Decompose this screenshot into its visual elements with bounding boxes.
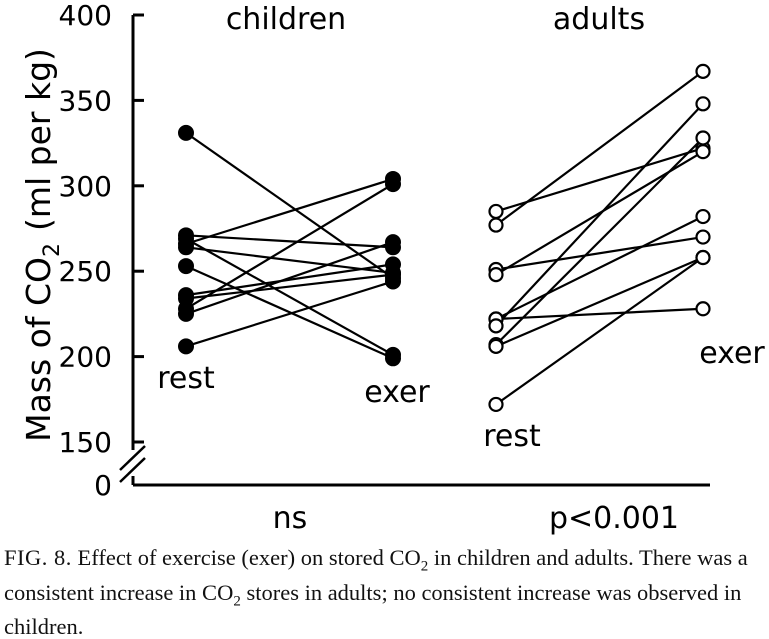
subject-line <box>496 258 703 405</box>
y-axis-title-main: Mass of CO <box>19 257 58 442</box>
point-exer <box>386 274 401 289</box>
y-tick-label: 400 <box>59 0 112 32</box>
point-rest <box>490 219 503 232</box>
point-exer <box>697 210 710 223</box>
y-tick-label: 150 <box>59 426 112 459</box>
caption-label: FIG. 8. <box>4 545 72 570</box>
point-exer <box>386 235 401 250</box>
point-exer <box>697 97 710 110</box>
caption-sub-b: 2 <box>233 593 241 609</box>
panel-children: children ns rest exer <box>157 2 430 536</box>
point-exer <box>386 177 401 192</box>
y-tick-label: 0 <box>94 469 112 502</box>
x-label-rest: rest <box>157 361 215 396</box>
y-tick-label: 300 <box>59 170 112 203</box>
point-exer <box>697 231 710 244</box>
caption-text-a: Effect of exercise (exer) on stored CO <box>72 545 421 570</box>
point-exer <box>386 351 401 366</box>
point-exer <box>697 131 710 144</box>
point-rest <box>179 306 194 321</box>
y-tick-label: 250 <box>59 255 112 288</box>
subject-line <box>496 71 703 225</box>
point-rest <box>179 240 194 255</box>
point-rest <box>490 319 503 332</box>
panel-title-adults: adults <box>553 2 645 37</box>
y-tick-label: 200 <box>59 341 112 374</box>
point-rest <box>179 339 194 354</box>
y-tick-label: 350 <box>59 84 112 117</box>
x-label-exer: exer <box>699 336 765 371</box>
subject-line <box>496 258 703 347</box>
subject-line <box>496 104 703 326</box>
y-axis-title-unit: (ml per kg) <box>19 48 58 231</box>
point-exer <box>697 302 710 315</box>
point-rest <box>490 398 503 411</box>
x-label-exer: exer <box>364 375 430 410</box>
y-axis-title-sub: 2 <box>40 243 65 257</box>
chart: 0 150 200 250 300 350 400 Mass of CO2 (ml per kg… <box>0 0 769 545</box>
subject-line <box>496 217 703 319</box>
point-rest <box>490 340 503 353</box>
figure-caption: FIG. 8. Effect of exercise (exer) on sto… <box>4 545 766 639</box>
subject-line <box>186 179 393 244</box>
point-exer <box>697 145 710 158</box>
point-rest <box>179 259 194 274</box>
x-label-rest: rest <box>483 419 541 454</box>
panel-adults: adults p<0.001 rest exer <box>483 2 765 536</box>
point-exer <box>697 65 710 78</box>
point-exer <box>697 251 710 264</box>
point-rest <box>490 268 503 281</box>
significance-label-children: ns <box>273 501 308 536</box>
point-rest <box>490 205 503 218</box>
significance-label-adults: p<0.001 <box>549 501 679 536</box>
point-rest <box>179 125 194 140</box>
panel-title-children: children <box>226 2 346 37</box>
